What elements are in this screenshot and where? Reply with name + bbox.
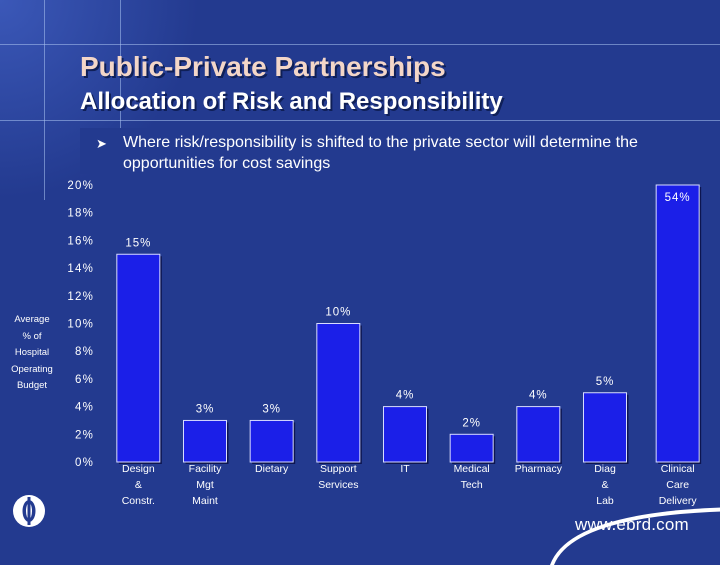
bar	[583, 392, 627, 463]
x-category-label: Lab	[596, 495, 614, 507]
y-axis-label-line: % of	[22, 330, 42, 342]
ebrd-logo-icon	[13, 495, 45, 527]
x-category-label: Pharmacy	[515, 463, 563, 475]
decor-line-mid	[0, 120, 720, 121]
y-axis-label-line: Operating	[11, 363, 53, 375]
y-axis-label: Average % of Hospital Operating Budget	[4, 312, 60, 395]
y-tick-label: 6%	[75, 374, 94, 386]
bar	[449, 433, 494, 463]
x-category-label: Facility	[189, 463, 222, 475]
bullet-box: ➤ Where risk/responsibility is shifted t…	[80, 128, 645, 174]
x-category-label: Care	[666, 479, 689, 491]
data-label: 2%	[462, 417, 481, 429]
y-tick-label: 4%	[75, 402, 94, 414]
footer-swoosh	[550, 507, 720, 565]
x-category-label: Dietary	[255, 463, 289, 475]
y-axis-label-line: Average	[14, 314, 50, 325]
bar	[116, 253, 161, 463]
page-title: Public-Private Partnerships	[80, 51, 446, 82]
data-label: 10%	[325, 307, 351, 319]
x-category-label: Delivery	[659, 495, 698, 507]
bar	[383, 406, 427, 463]
x-category-label: Diag	[594, 463, 616, 475]
bar	[655, 184, 700, 463]
data-label: 5%	[596, 376, 615, 388]
x-category-label: Tech	[461, 479, 483, 491]
y-tick-label: 16%	[67, 235, 94, 247]
data-label: 3%	[196, 403, 215, 415]
y-tick-label: 20%	[67, 180, 94, 192]
x-category-label: Clinical	[661, 463, 695, 475]
y-tick-label: 2%	[75, 429, 94, 441]
bar	[183, 419, 227, 463]
data-label: 4%	[396, 390, 415, 402]
bullet-text: Where risk/responsibility is shifted to …	[123, 134, 638, 172]
decor-line-top	[0, 44, 720, 45]
footer-url: www.ebrd.com	[575, 515, 689, 534]
x-category-label: Medical	[454, 463, 490, 475]
decor-line-left-2	[120, 0, 121, 130]
y-axis-label-line: Hospital	[14, 347, 50, 359]
x-category-label: Maint	[192, 495, 218, 507]
bar	[249, 419, 294, 463]
data-label: 54%	[665, 192, 691, 204]
bullet-arrow-icon: ➤	[96, 136, 107, 151]
data-label: 3%	[262, 403, 281, 415]
y-tick-label: 14%	[67, 263, 94, 275]
y-tick-label: 0%	[75, 457, 94, 469]
decor-line-left	[44, 0, 45, 200]
bar	[516, 406, 561, 463]
y-tick-label: 12%	[67, 291, 94, 303]
x-category-label: Mgt	[196, 479, 214, 491]
data-label: 15%	[125, 237, 151, 249]
x-category-label: Constr.	[122, 495, 155, 507]
x-category-label: Services	[318, 479, 358, 491]
y-tick-label: 18%	[67, 208, 94, 220]
x-category-label: &	[135, 479, 142, 491]
x-category-label: &	[601, 479, 608, 491]
x-category-label: Support	[320, 463, 357, 475]
y-tick-label: 8%	[75, 346, 94, 358]
bar-chart: 0% 2% 4% 6% 8% 10% 12% 14% 16% 18% 20% 15% Design & Co…	[67, 180, 702, 507]
data-label: 4%	[529, 390, 548, 402]
page-subtitle: Allocation of Risk and Responsibility	[80, 88, 503, 115]
x-category-label: IT	[400, 463, 410, 475]
y-axis-label-line: Budget	[16, 380, 48, 392]
bar	[316, 323, 361, 463]
y-tick-label: 10%	[67, 319, 94, 331]
x-category-label: Design	[122, 463, 155, 475]
